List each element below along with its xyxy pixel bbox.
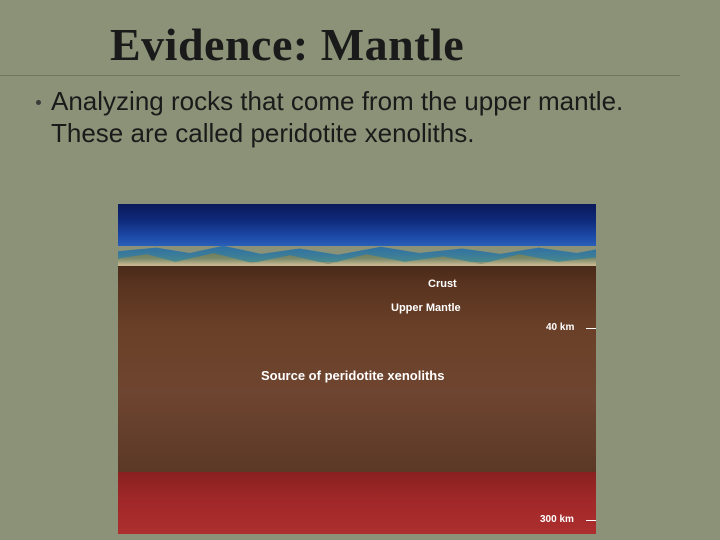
depth-300-tick (586, 520, 596, 521)
lower-mantle-layer (118, 472, 596, 534)
bullet-icon (36, 100, 41, 105)
source-label: Source of peridotite xenoliths (261, 368, 444, 383)
slide-body-text: Analyzing rocks that come from the upper… (51, 86, 680, 149)
depth-40-tick (586, 328, 596, 329)
earth-cross-section-diagram: Crust Upper Mantle 40 km Source of perid… (118, 204, 596, 534)
slide-title: Evidence: Mantle (0, 0, 680, 76)
body-text-container: Analyzing rocks that come from the upper… (0, 86, 720, 149)
depth-300-label: 300 km (540, 514, 574, 525)
sky-layer (118, 204, 596, 246)
depth-40-label: 40 km (546, 322, 574, 333)
upper-mantle-label: Upper Mantle (391, 302, 461, 314)
crust-label: Crust (428, 278, 457, 290)
